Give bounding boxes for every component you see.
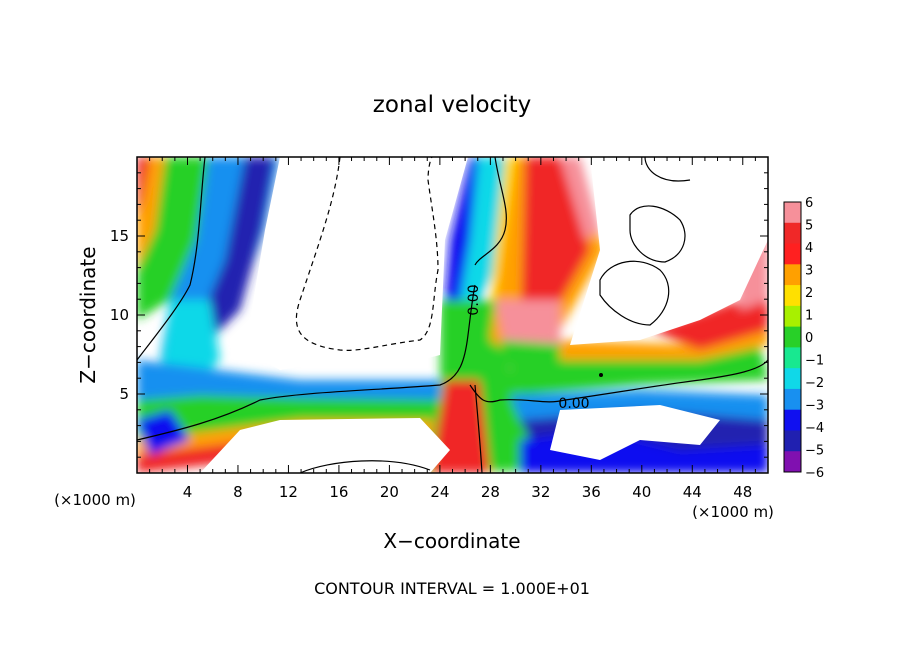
plot-area [137,157,768,473]
x-unit-label-right: (×1000 m) [692,503,774,521]
contour-lines [137,157,768,473]
colorbar-label: −6 [805,466,824,481]
colorbar-label: 2 [805,286,813,301]
colorbar-swatch [784,264,801,286]
y-tick-label: 15 [110,227,129,245]
x-tick-label: 20 [380,483,399,501]
colorbar: 6 5 4 3 2 1 0 −1 −2 −3 −4 −5 −6 [783,196,824,481]
y-axis-label: Z−coordinate [76,246,100,383]
x-tick-label: 8 [233,483,243,501]
contour-zero-bottom [474,384,483,473]
colorbar-label: −2 [805,376,824,391]
contour-closed-3 [644,157,691,182]
colorbar-label: 1 [805,309,813,324]
x-tick-label: 48 [733,483,752,501]
colorbar-swatch [784,388,801,411]
x-unit-label: (×1000 m) [54,491,136,509]
y-axis: 5 10 15 [110,172,768,458]
colorbar-label: 5 [805,219,813,234]
y-tick-label: 5 [119,385,129,403]
colorbar-swatch [784,202,801,224]
contour-closed-2 [629,205,686,263]
x-tick-label: 40 [632,483,651,501]
x-tick-label: 12 [279,483,298,501]
colorbar-label: 0 [805,331,813,346]
colorbar-frame [783,201,802,473]
x-axis-label: X−coordinate [383,529,520,553]
colorbar-label: 4 [805,241,813,256]
contour-bottom-loop [299,460,431,473]
contour-zero-band [137,284,476,441]
contour-zero-right [469,359,768,403]
contour-label: 0.00 [466,284,482,315]
x-tick-label: 32 [531,483,550,501]
colorbar-swatch [784,305,801,328]
contour-zero-left [137,157,206,361]
colorbar-swatch [784,430,801,452]
colorbar-swatch [784,326,801,348]
x-tick-label: 16 [329,483,348,501]
contour-dashed-negative [295,157,439,351]
colorbar-swatch [784,409,801,431]
x-tick-label: 4 [183,483,193,501]
contour-closed-1 [599,260,670,326]
colorbar-swatch [784,243,801,265]
colorbar-label: −4 [805,421,824,436]
colorbar-swatch [784,451,801,473]
colorbar-label: 3 [805,264,813,279]
colorbar-label: 6 [805,196,813,211]
contour-label: 0.00 [558,396,589,412]
x-tick-label: 36 [582,483,601,501]
colorbar-swatch [784,285,801,307]
colorbar-swatch [784,222,801,245]
colorbar-swatch [784,347,801,369]
colorbar-label: −5 [805,444,824,459]
colorbar-label: −1 [805,354,824,369]
y-tick-label: 10 [110,306,129,324]
x-tick-label: 24 [430,483,449,501]
chart-title: zonal velocity [373,92,531,118]
colorbar-swatch [784,368,801,390]
x-tick-label: 28 [481,483,500,501]
contour-zero-vertical [474,157,507,266]
point-marker [599,373,603,377]
x-tick-label: 44 [683,483,702,501]
contour-interval-note: CONTOUR INTERVAL = 1.000E+01 [314,579,590,598]
colorbar-label: −3 [805,399,824,414]
x-axis: 4 8 12 16 20 24 28 32 36 40 44 48 [149,157,756,501]
